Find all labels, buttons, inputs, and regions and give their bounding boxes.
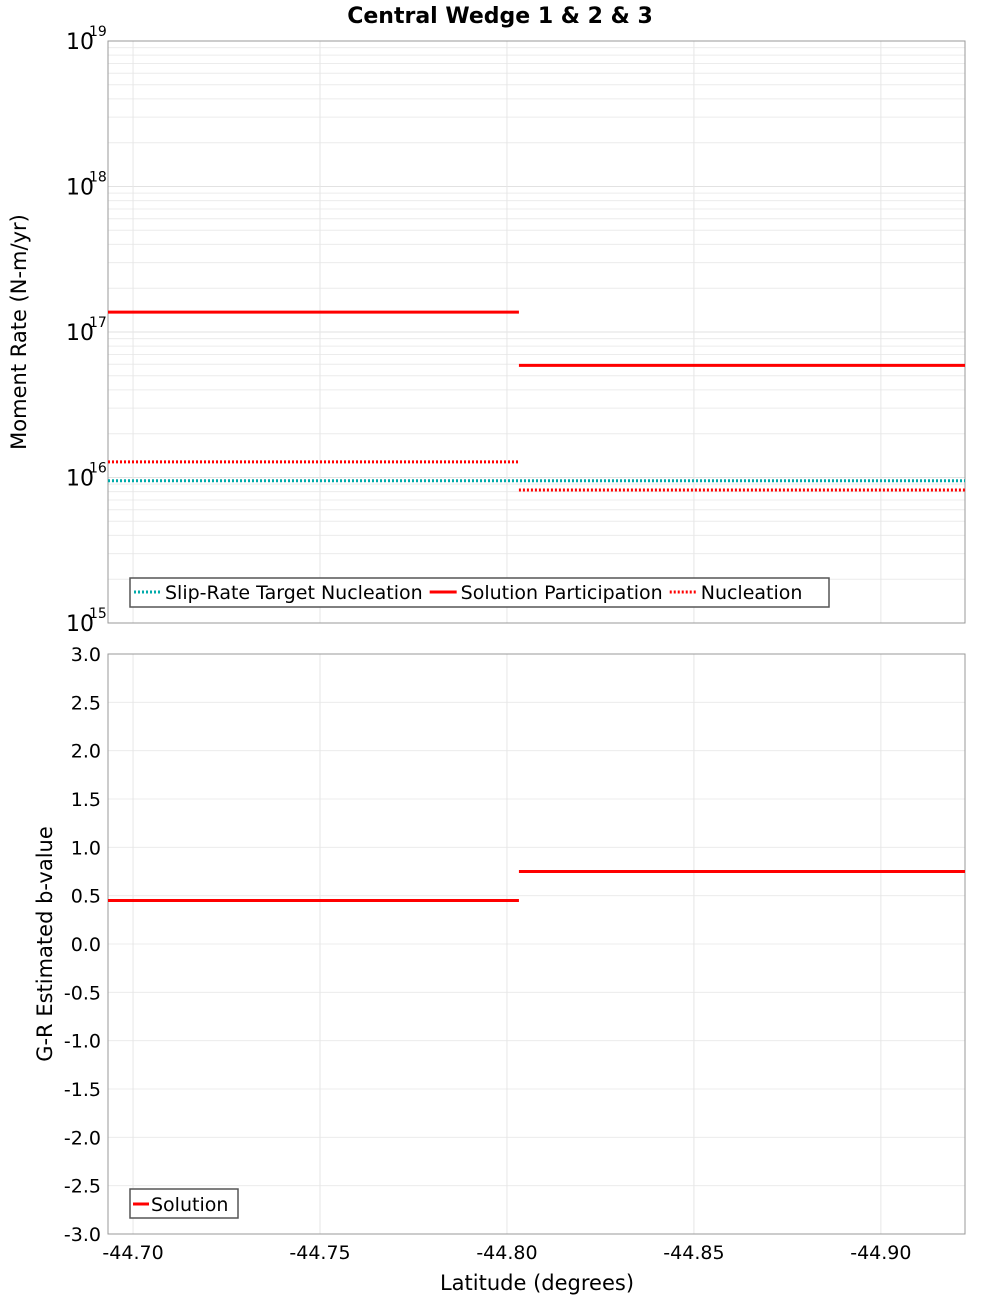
y-tick-exponent: 17 (89, 315, 107, 331)
x-tick-label: -44.90 (850, 1242, 911, 1264)
y-tick-exponent: 19 (89, 24, 107, 40)
x-tick-label: -44.80 (476, 1242, 537, 1264)
legend-label: Slip-Rate Target Nucleation (165, 582, 423, 604)
top-y-axis-label: Moment Rate (N-m/yr) (7, 214, 31, 450)
y-tick-label: -3.0 (64, 1224, 101, 1246)
y-tick-exponent: 15 (89, 606, 107, 622)
y-tick-label: 0.5 (71, 886, 101, 908)
y-tick-label: 1.5 (71, 789, 101, 811)
y-tick-label: 10 (66, 321, 94, 346)
y-tick-label: 0.0 (71, 934, 101, 956)
bottom-plot-frame (107, 653, 966, 1235)
y-tick-label: 10 (66, 612, 94, 637)
y-tick-label: -0.5 (64, 982, 101, 1004)
y-tick-label: -2.5 (64, 1176, 101, 1198)
y-tick-label: 10 (66, 176, 94, 201)
y-tick-exponent: 16 (89, 461, 107, 477)
y-tick-exponent: 18 (89, 170, 107, 186)
x-axis-label: Latitude (degrees) (440, 1271, 634, 1295)
bottom-y-axis-label: G-R Estimated b-value (33, 826, 57, 1062)
y-tick-label: -1.0 (64, 1031, 101, 1053)
chart-title: Central Wedge 1 & 2 & 3 (347, 4, 653, 29)
legend-label: Solution (151, 1194, 228, 1216)
legend-label: Solution Participation (461, 582, 663, 604)
y-tick-label: 2.5 (71, 692, 101, 714)
y-tick-label: 1.0 (71, 837, 101, 859)
y-tick-label: -2.0 (64, 1127, 101, 1149)
x-tick-label: -44.70 (102, 1242, 163, 1264)
y-tick-label: -1.5 (64, 1079, 101, 1101)
top-legend: Slip-Rate Target Nucleation Solution Part… (129, 577, 830, 608)
bottom-legend: Solution (129, 1188, 239, 1219)
y-tick-label: 10 (66, 467, 94, 492)
x-tick-label: -44.85 (663, 1242, 724, 1264)
top-plot-frame (107, 40, 966, 624)
legend-box (129, 577, 830, 608)
legend-label: Nucleation (701, 582, 803, 604)
y-tick-label: 2.0 (71, 741, 101, 763)
y-tick-label: 10 (66, 30, 94, 55)
y-tick-label: 3.0 (71, 644, 101, 666)
x-tick-label: -44.75 (289, 1242, 350, 1264)
